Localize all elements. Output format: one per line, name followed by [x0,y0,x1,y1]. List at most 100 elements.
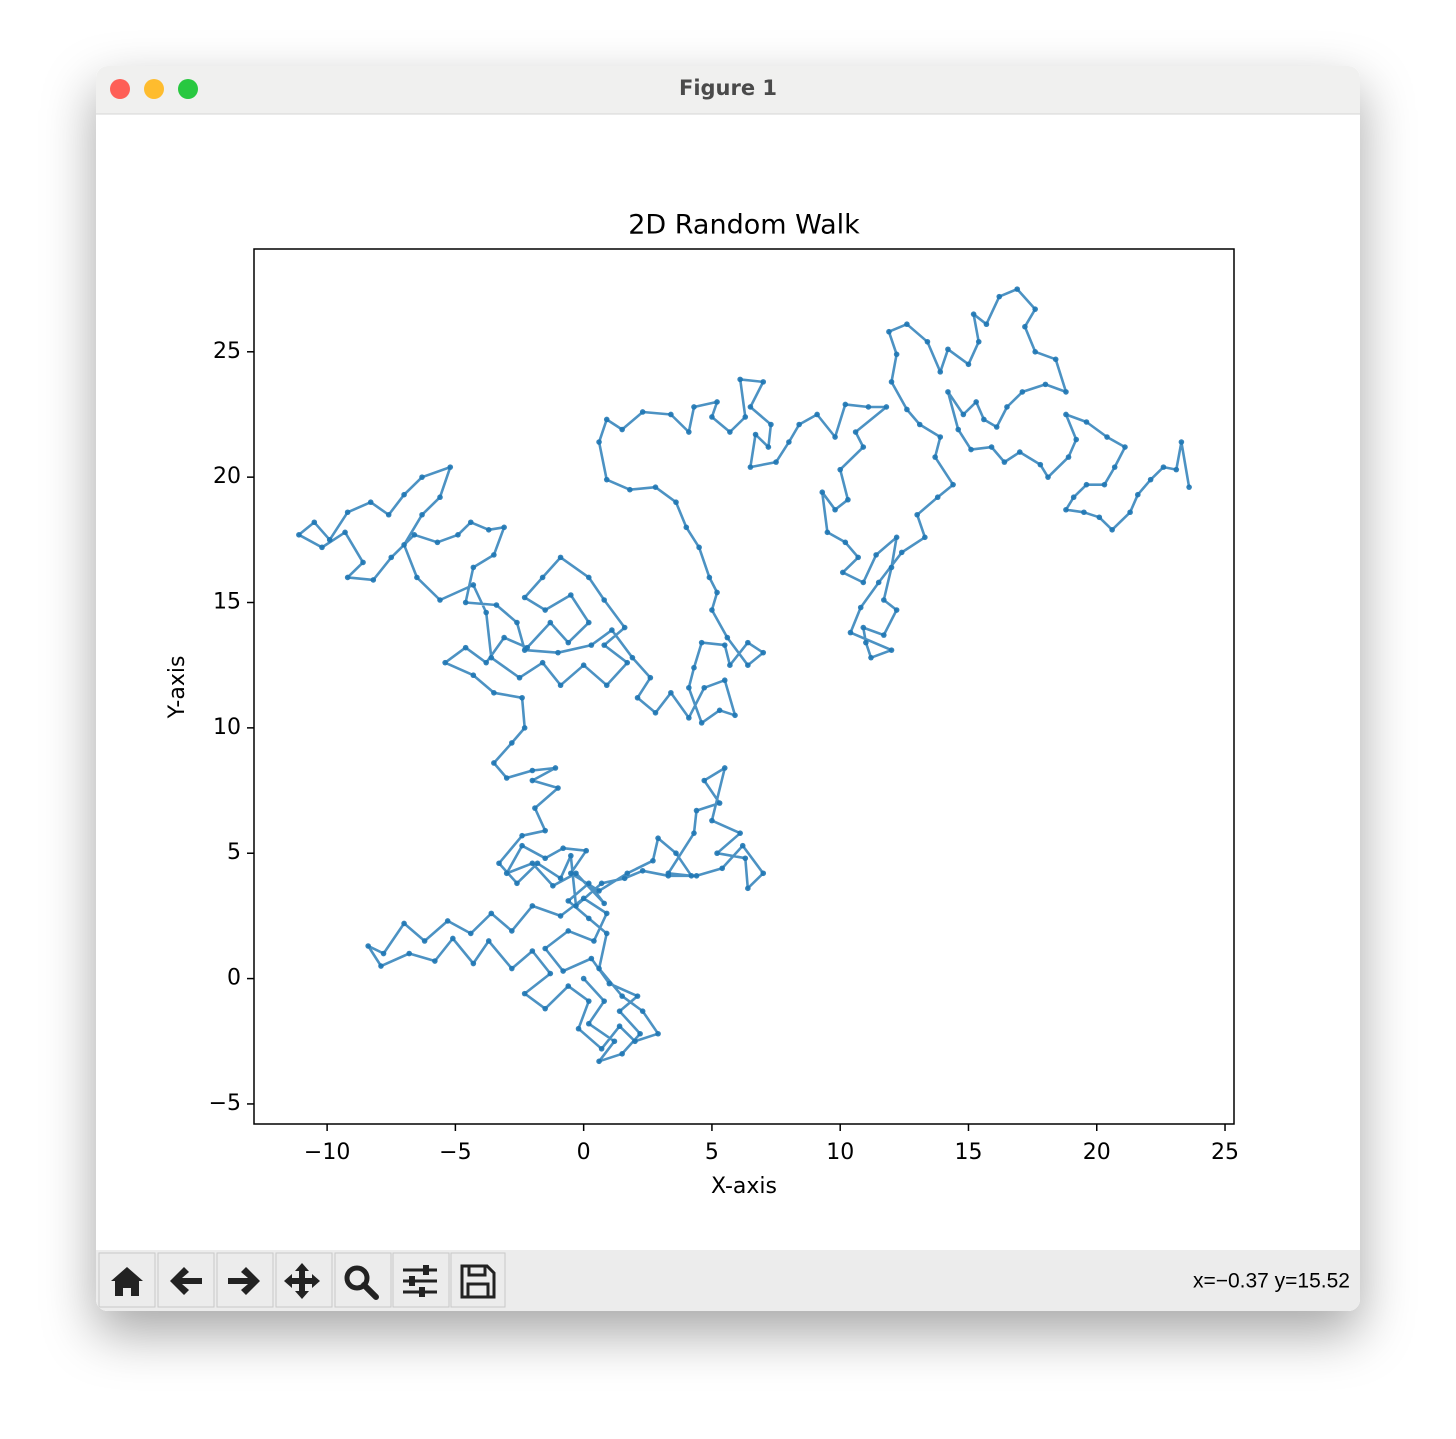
walk-point [904,321,910,328]
walk-point [857,604,864,611]
walk-point [501,634,507,641]
walk-point [444,918,451,924]
close-button[interactable] [110,79,130,99]
walk-point [727,662,733,668]
walk-point [519,842,525,849]
walk-point [573,903,579,909]
walk-point [893,534,900,541]
walk-point [319,544,325,551]
walk-point [1101,481,1108,488]
walk-point [380,950,387,957]
walk-point [557,913,564,919]
walk-point [934,494,941,501]
walk-point [519,832,525,839]
walk-point [796,421,802,428]
walk-point [668,689,674,696]
walk-point [419,511,425,518]
walk-point [860,624,867,631]
walk-point [1186,484,1192,490]
walk-point [529,903,536,909]
y-tick-label: 15 [213,590,241,615]
walk-point [606,980,613,987]
walk-point [542,855,548,862]
walk-point [639,867,646,874]
home-button[interactable] [98,1252,156,1308]
walk-point [955,426,962,433]
walk-point [1037,461,1044,468]
walk-point [1096,514,1103,521]
walk-point [832,506,838,513]
walk-point [560,845,566,852]
back-button[interactable] [157,1252,215,1308]
minimize-button[interactable] [144,79,164,99]
walk-point [721,765,728,771]
walk-point [521,990,528,997]
walk-point [627,486,633,493]
walk-point [691,830,697,836]
walk-point [470,960,477,967]
walk-point [542,945,548,952]
walk-point [873,552,879,558]
walk-point [709,414,715,420]
walk-point [855,554,861,561]
walk-point [401,542,407,548]
walk-point [496,860,502,867]
configure-button[interactable] [392,1252,450,1308]
walk-point [488,654,495,661]
y-tick-label: 0 [227,966,241,991]
walk-point [385,511,392,518]
walk-point [1178,439,1185,445]
walk-point [1016,449,1023,455]
walk-point [629,654,636,661]
walk-point [747,464,754,470]
walk-point [539,574,546,581]
walk-point [937,434,944,440]
walk-point [419,474,425,480]
walk-point [714,850,720,857]
zoom-button[interactable] [178,79,198,99]
walk-point [1063,411,1069,418]
walk-point [619,993,625,999]
y-axis-label: Y-axis [165,656,190,720]
walk-point [575,1025,582,1032]
x-tick-label: 10 [826,1140,854,1165]
walk-point [534,860,541,867]
walk-point [557,875,564,882]
walk-point [875,579,882,586]
walk-point [568,870,574,877]
walk-point [611,1038,618,1045]
walk-point [696,544,702,551]
walk-point [542,827,548,834]
forward-button[interactable] [216,1252,274,1308]
walk-point [516,674,523,681]
y-tick-label: 10 [213,715,241,740]
walk-point [514,619,520,626]
walk-point [509,928,515,934]
walk-point [344,509,351,516]
walk-point [639,1008,646,1014]
walk-point [421,938,428,944]
walk-point [542,607,548,613]
walk-point [668,411,674,418]
y-tick-label: 25 [213,339,241,364]
walk-point [968,446,974,453]
walk-point [519,694,525,701]
walk-point [529,948,536,954]
walk-point [603,930,610,937]
save-button[interactable] [450,1252,506,1308]
y-tick-label: −5 [209,1091,241,1116]
walk-point [868,654,874,661]
walk-point [842,401,849,408]
walk-point [683,524,690,531]
walk-point [580,895,587,902]
walk-point [326,537,333,543]
walk-point [434,539,441,546]
zoom-tool-button[interactable] [334,1252,392,1308]
walk-point [634,993,641,999]
walk-point [665,872,672,879]
walk-point [455,532,461,538]
walk-point [1042,381,1049,388]
walk-point [721,677,728,684]
pan-button[interactable] [275,1252,333,1308]
